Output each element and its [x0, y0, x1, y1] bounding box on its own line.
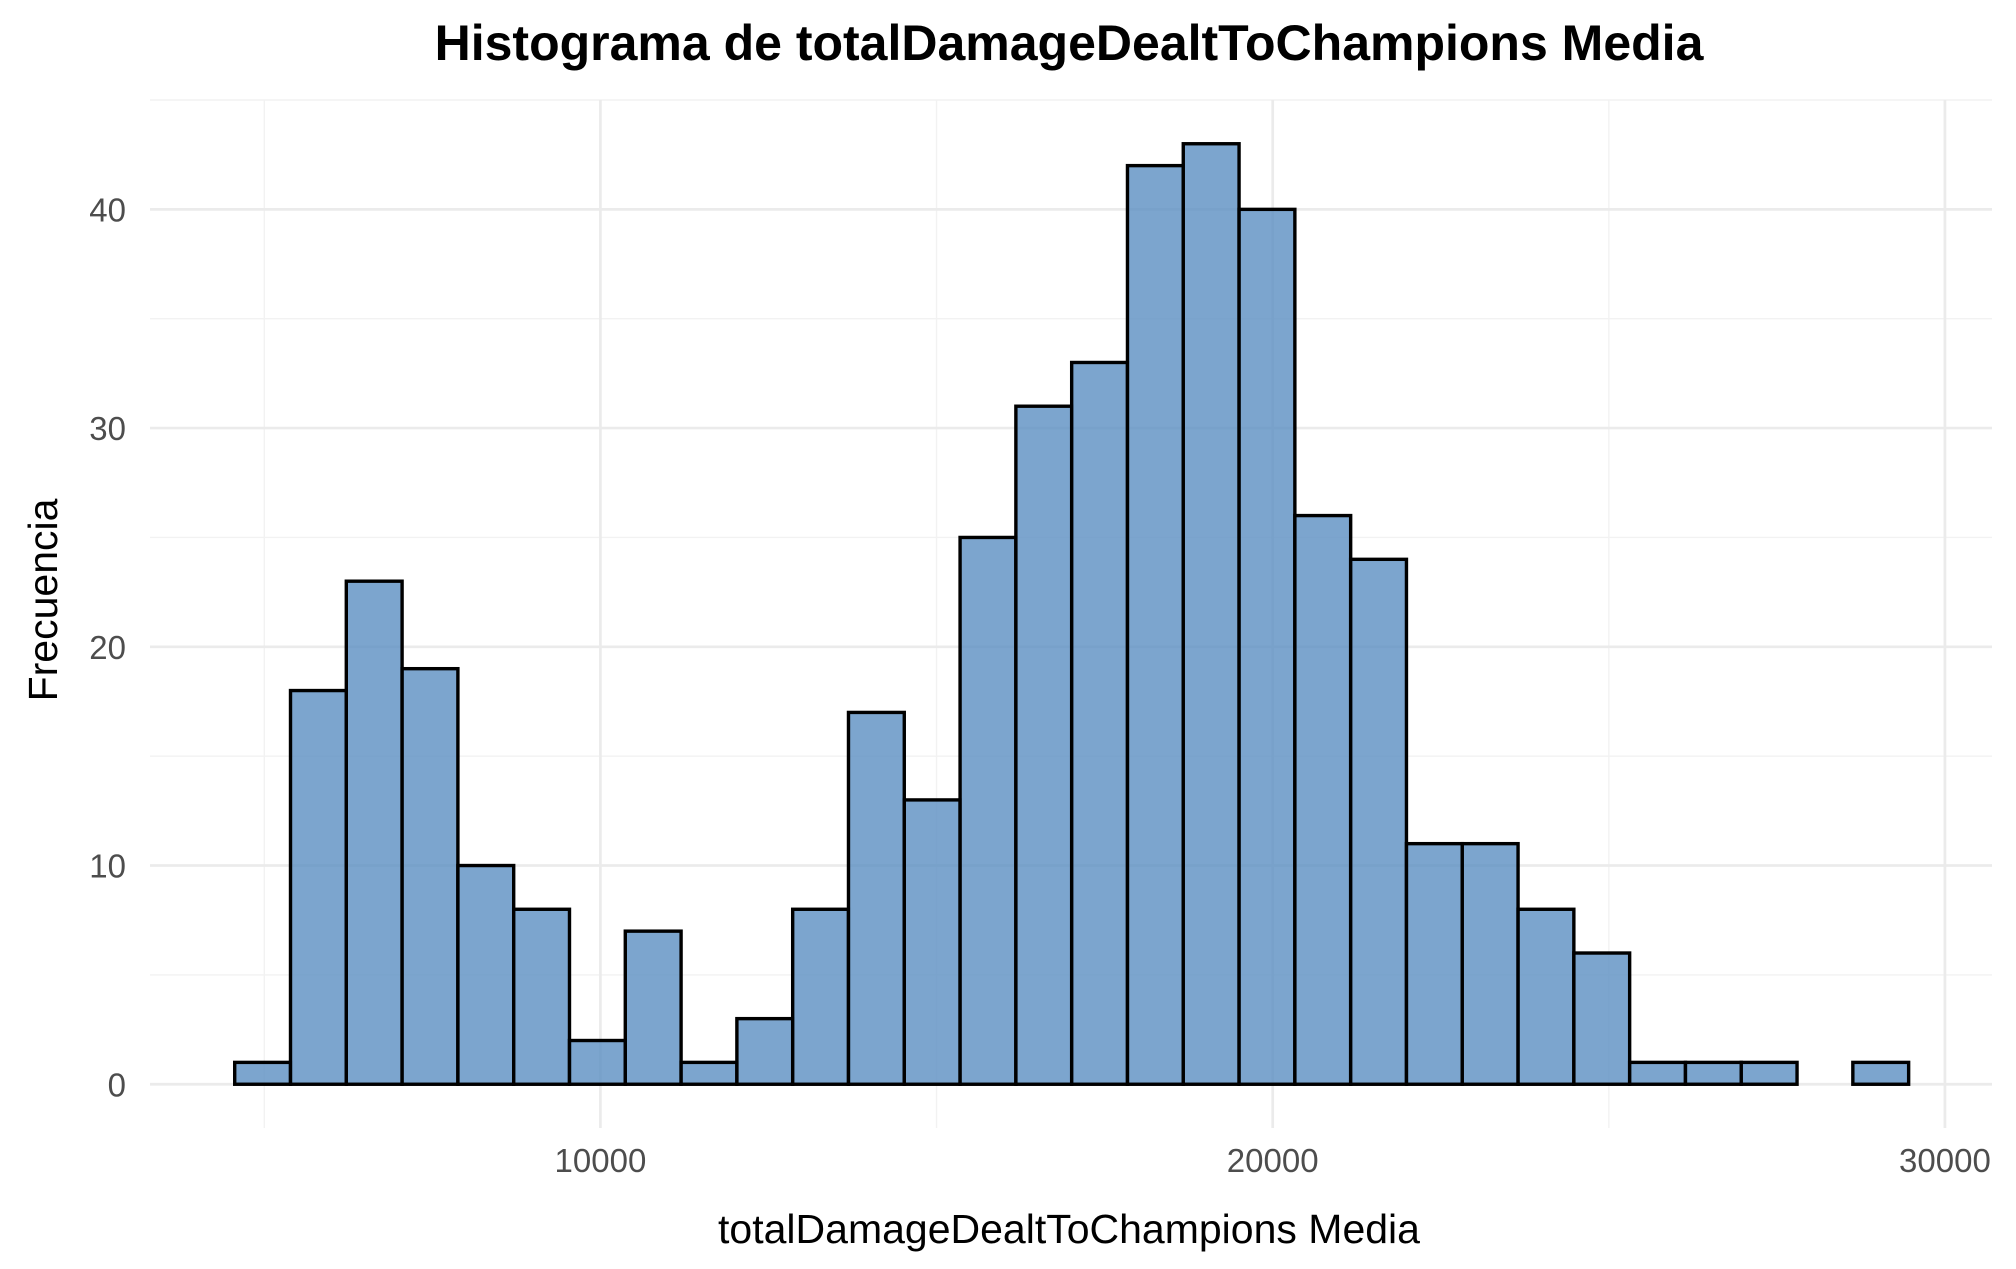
histogram-bar	[344, 579, 404, 1086]
chart-title: Histograma de totalDamageDealtToChampion…	[435, 15, 1705, 71]
histogram-bar	[958, 535, 1018, 1086]
histogram-bar	[511, 907, 572, 1086]
histogram-bar	[1404, 841, 1464, 1086]
histogram-bar	[1572, 951, 1632, 1086]
histogram-bar	[846, 710, 906, 1086]
histogram-bar	[233, 1060, 293, 1086]
histogram-bar	[1460, 841, 1520, 1086]
histogram-bar	[1851, 1060, 1911, 1086]
histogram-bars	[233, 142, 1911, 1086]
x-axis-title: totalDamageDealtToChampions Media	[718, 1206, 1420, 1252]
y-axis-title: Frecuencia	[20, 498, 66, 701]
histogram-bar	[1181, 142, 1241, 1086]
y-tick-label: 30	[89, 410, 126, 447]
y-tick-label: 20	[89, 629, 126, 666]
histogram-bar	[456, 863, 516, 1086]
x-tick-label: 20000	[1227, 1142, 1319, 1179]
histogram-bar	[735, 1016, 795, 1086]
histogram-bar	[400, 666, 460, 1086]
y-tick-label: 40	[89, 191, 126, 228]
y-tick-label: 0	[108, 1066, 126, 1103]
y-axis-ticks: 0 10 20 30 40	[89, 191, 126, 1103]
histogram-bar	[1516, 907, 1576, 1086]
histogram-bar	[567, 1038, 627, 1086]
histogram-bar	[1125, 163, 1185, 1086]
histogram-bar	[1293, 513, 1353, 1086]
histogram-bar	[1348, 557, 1409, 1086]
histogram-bar	[1014, 404, 1074, 1086]
histogram-bar	[1069, 360, 1130, 1086]
histogram-bar	[790, 907, 851, 1086]
histogram-bar	[623, 929, 683, 1086]
y-tick-label: 10	[89, 848, 126, 885]
x-tick-label: 10000	[555, 1142, 647, 1179]
histogram-bar	[1627, 1060, 1688, 1086]
x-tick-label: 30000	[1899, 1142, 1991, 1179]
histogram-bar	[288, 688, 349, 1086]
histogram-bar	[1237, 207, 1297, 1086]
histogram-bar	[902, 798, 962, 1086]
histogram-bar	[679, 1060, 739, 1086]
histogram-bar	[1739, 1060, 1799, 1086]
x-axis-ticks: 10000 20000 30000	[555, 1142, 1991, 1179]
histogram-bar	[1683, 1060, 1743, 1086]
